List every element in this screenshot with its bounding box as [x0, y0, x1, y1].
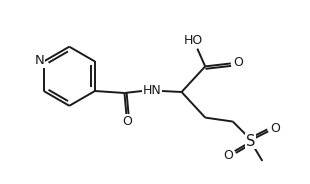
Text: HO: HO — [184, 34, 203, 47]
Text: O: O — [270, 122, 280, 135]
Text: N: N — [35, 54, 45, 67]
Text: HN: HN — [143, 84, 162, 97]
Text: O: O — [122, 115, 132, 128]
Text: O: O — [233, 56, 243, 69]
Text: O: O — [223, 148, 233, 162]
Text: S: S — [246, 134, 255, 149]
